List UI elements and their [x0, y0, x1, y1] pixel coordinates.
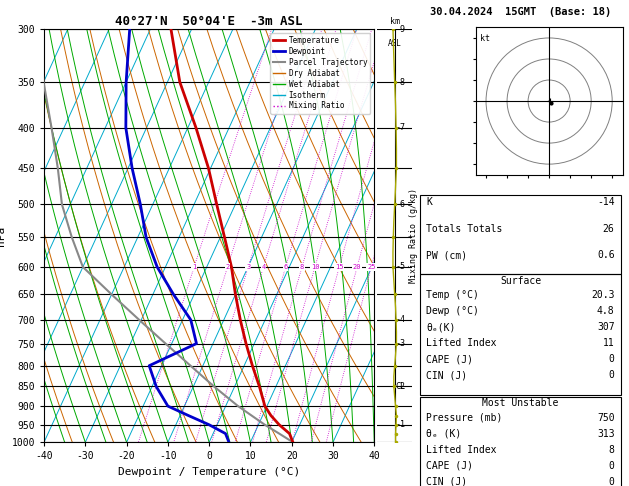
- Text: θₑ(K): θₑ(K): [426, 322, 456, 332]
- Text: 4.8: 4.8: [597, 306, 615, 316]
- Text: 0: 0: [609, 370, 615, 381]
- Text: Temp (°C): Temp (°C): [426, 290, 479, 300]
- Text: CAPE (J): CAPE (J): [426, 354, 474, 364]
- Legend: Temperature, Dewpoint, Parcel Trajectory, Dry Adiabat, Wet Adiabat, Isotherm, Mi: Temperature, Dewpoint, Parcel Trajectory…: [270, 33, 370, 114]
- Text: PW (cm): PW (cm): [426, 250, 467, 260]
- Text: 20.3: 20.3: [591, 290, 615, 300]
- Text: -2: -2: [396, 382, 406, 391]
- Text: -14: -14: [597, 197, 615, 207]
- Bar: [420, 274, 621, 395]
- Text: 11: 11: [603, 338, 615, 348]
- Text: 20: 20: [353, 264, 362, 270]
- Title: 40°27'N  50°04'E  -3m ASL: 40°27'N 50°04'E -3m ASL: [115, 15, 303, 28]
- Text: Surface: Surface: [500, 276, 541, 286]
- Text: -8: -8: [396, 78, 406, 87]
- Text: 0: 0: [609, 476, 615, 486]
- Text: Most Unstable: Most Unstable: [482, 399, 559, 408]
- Text: 307: 307: [597, 322, 615, 332]
- Text: Lifted Index: Lifted Index: [426, 338, 497, 348]
- Text: 8: 8: [609, 445, 615, 455]
- Text: -7: -7: [396, 123, 406, 132]
- Text: Totals Totals: Totals Totals: [426, 224, 503, 234]
- Text: 6: 6: [284, 264, 287, 270]
- Text: 1: 1: [192, 264, 196, 270]
- Text: 15: 15: [335, 264, 343, 270]
- Text: -5: -5: [396, 262, 406, 272]
- Y-axis label: hPa: hPa: [0, 226, 6, 246]
- Text: -1: -1: [396, 420, 406, 429]
- Text: 0: 0: [609, 461, 615, 470]
- Bar: [420, 397, 621, 486]
- Text: -3: -3: [396, 339, 406, 348]
- Text: Mixing Ratio (g/kg): Mixing Ratio (g/kg): [409, 188, 418, 283]
- Text: Dewp (°C): Dewp (°C): [426, 306, 479, 316]
- Text: ASL: ASL: [387, 39, 402, 49]
- Text: 8: 8: [300, 264, 304, 270]
- Text: 30.04.2024  15GMT  (Base: 18): 30.04.2024 15GMT (Base: 18): [430, 7, 611, 17]
- Text: Pressure (mb): Pressure (mb): [426, 413, 503, 423]
- Text: -4: -4: [396, 315, 406, 324]
- Text: 313: 313: [597, 429, 615, 439]
- Text: Lifted Index: Lifted Index: [426, 445, 497, 455]
- X-axis label: Dewpoint / Temperature (°C): Dewpoint / Temperature (°C): [118, 467, 300, 477]
- Text: 4: 4: [261, 264, 265, 270]
- Text: CIN (J): CIN (J): [426, 370, 467, 381]
- Text: CL: CL: [396, 382, 406, 391]
- Text: 3: 3: [246, 264, 250, 270]
- Text: 25: 25: [367, 264, 376, 270]
- Text: 0: 0: [609, 354, 615, 364]
- Text: 26: 26: [603, 224, 615, 234]
- Text: K: K: [426, 197, 432, 207]
- Text: km: km: [390, 17, 399, 26]
- Text: 2: 2: [225, 264, 230, 270]
- Text: -6: -6: [396, 200, 406, 209]
- Text: 10: 10: [311, 264, 319, 270]
- Text: CIN (J): CIN (J): [426, 476, 467, 486]
- Text: 750: 750: [597, 413, 615, 423]
- Text: θₑ (K): θₑ (K): [426, 429, 462, 439]
- Bar: [420, 195, 621, 274]
- Text: kt: kt: [480, 34, 490, 43]
- Text: 0.6: 0.6: [597, 250, 615, 260]
- Text: CAPE (J): CAPE (J): [426, 461, 474, 470]
- Text: -9: -9: [396, 25, 406, 34]
